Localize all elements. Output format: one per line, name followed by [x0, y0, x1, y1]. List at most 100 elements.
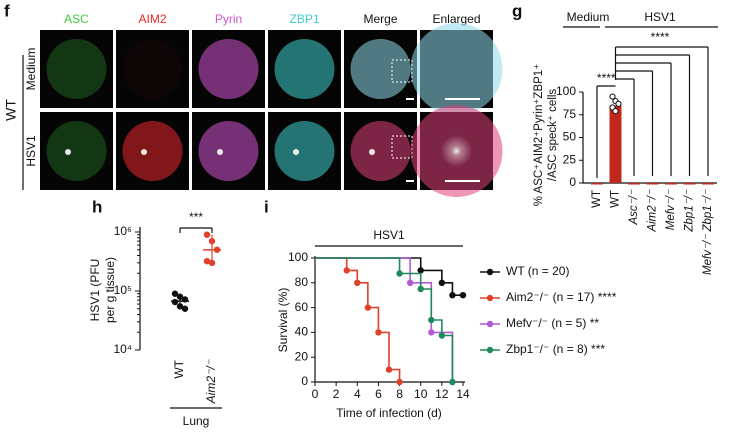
condition-label: HSV1 — [373, 228, 405, 242]
cell-signal — [46, 39, 107, 99]
event-marker — [428, 316, 435, 324]
y-axis-label: % ASC⁺AIM2⁺Pyrin⁺ZBP1⁺ — [533, 64, 545, 207]
bar — [646, 183, 659, 185]
cell-signal — [122, 39, 183, 99]
y-tick-label: 40 — [295, 325, 309, 339]
x-tick-label: WT — [591, 190, 603, 208]
zoom-box — [391, 135, 413, 159]
group-label: HSV1 — [644, 10, 676, 24]
x-tick-label: 2 — [333, 387, 340, 401]
column-header: Merge — [363, 12, 397, 26]
y-tick-label: 10⁴ — [113, 342, 132, 356]
bar — [628, 183, 640, 185]
bar — [665, 183, 677, 185]
legend-label: WT (n = 20) — [506, 264, 569, 278]
cell-signal — [350, 121, 411, 181]
y-tick-label: 25 — [563, 152, 577, 166]
cell-signal — [274, 121, 335, 181]
y-axis-label: Survival (%) — [276, 288, 290, 353]
data-point — [615, 100, 622, 107]
legend-marker — [486, 320, 494, 328]
panel-label: g — [512, 1, 522, 20]
x-tick-label: Zbp1⁻/⁻ — [684, 189, 696, 232]
panel-label: h — [92, 197, 102, 216]
legend-marker — [486, 294, 494, 302]
speck — [369, 149, 375, 155]
survival-curve — [315, 257, 401, 382]
x-tick-label: Aim2⁻/⁻ — [204, 358, 218, 404]
scale-bar — [445, 98, 480, 100]
bar — [591, 183, 603, 185]
y-tick-label: 100 — [556, 84, 576, 98]
column-header: ZBP1 — [289, 12, 319, 26]
x-tick-label: Mefv⁻/⁻ — [665, 189, 677, 230]
survival-curve — [315, 257, 454, 382]
micrograph — [40, 30, 113, 108]
significance: **** — [597, 71, 616, 85]
column-header: AIM2 — [138, 12, 166, 26]
event-marker — [417, 267, 424, 274]
data-point — [171, 298, 179, 306]
scale-bar — [445, 180, 480, 182]
event-marker — [449, 378, 456, 386]
cell-signal — [274, 39, 335, 99]
y-tick-label: 20 — [295, 349, 309, 363]
event-marker — [396, 270, 403, 277]
cell-signal — [198, 39, 259, 99]
x-tick-label: Asc⁻/⁻ — [628, 189, 640, 225]
group-label: Lung — [183, 414, 210, 428]
y-axis-label: per g tissue) — [103, 257, 117, 323]
y-tick-label: 10⁵ — [114, 283, 132, 297]
y-axis-label: /ASC speck⁺ cells — [547, 89, 559, 182]
group-label: Medium — [567, 10, 610, 24]
significance: **** — [651, 30, 670, 44]
x-tick-label: 4 — [354, 387, 361, 401]
significance: *** — [189, 210, 203, 224]
column-header: Pyrin — [215, 12, 242, 26]
x-tick-label: 10 — [414, 387, 428, 401]
data-point — [203, 231, 211, 238]
panel-label: f — [4, 1, 10, 20]
y-tick-label: 80 — [295, 275, 309, 289]
x-axis-label: Time of infection (d) — [336, 406, 442, 420]
row-label: Medium — [24, 48, 38, 91]
row-label: HSV1 — [24, 135, 38, 167]
data-point — [203, 257, 211, 265]
zoom-box — [391, 59, 413, 83]
event-marker — [354, 279, 361, 286]
scale-bar — [406, 98, 414, 100]
survival-curve — [315, 257, 454, 382]
legend-label: Aim2⁻/⁻ (n = 17) **** — [506, 290, 617, 304]
genotype-label: WT — [3, 99, 19, 121]
speck — [141, 149, 147, 155]
event-marker — [438, 279, 446, 286]
x-tick-label: 12 — [435, 387, 449, 401]
x-tick-label: WT — [172, 359, 186, 378]
y-tick-label: 0 — [301, 374, 308, 388]
data-point — [612, 108, 619, 115]
data-point — [181, 305, 189, 312]
cell-signal — [46, 121, 107, 181]
cell-signal — [122, 121, 183, 181]
event-marker — [343, 267, 350, 274]
event-marker — [449, 292, 456, 299]
x-tick-label: WT — [610, 190, 622, 208]
y-tick-label: 10⁶ — [114, 224, 132, 238]
y-tick-label: 100 — [288, 250, 308, 264]
event-marker — [438, 332, 446, 339]
cell-signal — [350, 39, 411, 99]
column-header: ASC — [64, 12, 89, 26]
speck — [217, 149, 223, 155]
y-tick-label: 50 — [563, 130, 577, 144]
bar — [609, 105, 622, 183]
data-point — [609, 93, 616, 100]
speck — [440, 135, 473, 167]
bar — [683, 183, 696, 185]
micrograph — [116, 30, 189, 108]
legend-marker — [486, 346, 494, 354]
event-marker — [459, 292, 467, 299]
scale-bar — [406, 180, 414, 182]
y-axis-label: HSV1 (PFU — [88, 259, 102, 322]
event-marker — [375, 329, 382, 336]
y-tick-label: 60 — [295, 300, 309, 314]
